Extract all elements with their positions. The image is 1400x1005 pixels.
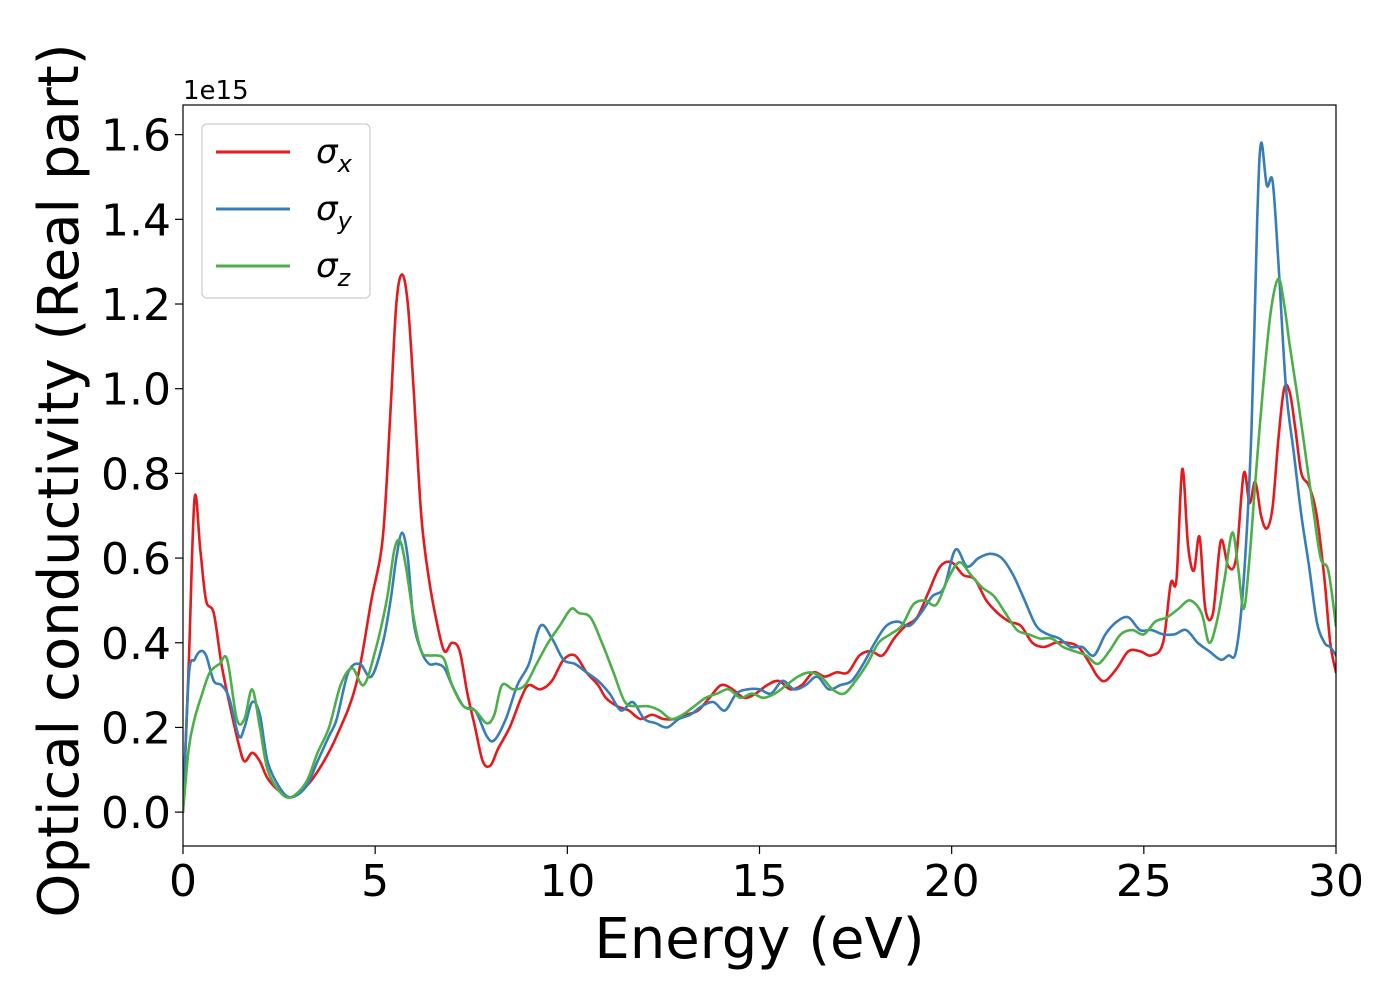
- y-axis-title: Optical conductivity (Real part): [27, 43, 92, 917]
- series-line-y: [183, 141, 1336, 814]
- y-tick-label: 0.6: [101, 534, 171, 585]
- y-tick-label: 0.8: [101, 449, 171, 500]
- x-axis-title: Energy (eV): [594, 907, 924, 972]
- x-tick-label: 30: [1308, 856, 1364, 907]
- y-tick-label: 1.4: [101, 195, 171, 246]
- x-tick-label: 25: [1116, 856, 1172, 907]
- x-axis-ticks: 0 5 10 15 20 25 30: [169, 846, 1364, 907]
- y-tick-label: 1.6: [101, 111, 171, 162]
- legend-entry-y: σy: [316, 189, 353, 235]
- y-axis-ticks: 0.0 0.2 0.4 0.6 0.8 1.0 1.2 1.4 1.6: [101, 111, 183, 839]
- y-tick-label: 0.0: [101, 788, 171, 839]
- legend: σx σy σz: [201, 123, 371, 299]
- y-axis-offset-label: 1e15: [183, 76, 249, 106]
- x-tick-label: 5: [361, 856, 389, 907]
- y-tick-label: 0.2: [101, 703, 171, 754]
- series-line-z: [183, 277, 1336, 814]
- legend-entry-z: σz: [316, 246, 352, 292]
- x-tick-label: 15: [732, 856, 788, 907]
- series-line-x: [183, 273, 1336, 814]
- legend-entry-x: σx: [316, 132, 353, 178]
- legend-frame: [201, 123, 371, 299]
- y-tick-label: 1.2: [101, 280, 171, 331]
- y-tick-label: 0.4: [101, 619, 171, 670]
- x-tick-label: 0: [169, 856, 197, 907]
- series-layer: [183, 141, 1336, 814]
- x-tick-label: 20: [924, 856, 980, 907]
- y-tick-label: 1.0: [101, 365, 171, 416]
- x-tick-label: 10: [539, 856, 595, 907]
